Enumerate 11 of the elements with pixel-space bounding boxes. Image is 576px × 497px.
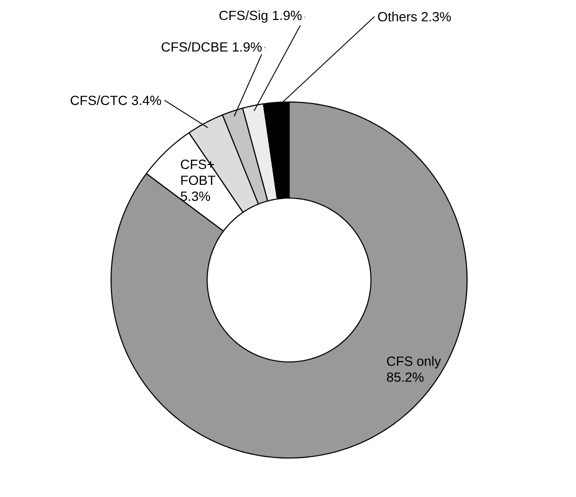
slice-label: CFS only	[387, 356, 441, 369]
data-label: 3.4%	[132, 96, 162, 106]
data-label: 5.3%	[180, 192, 210, 201]
data-label: 2.3%	[422, 12, 451, 22]
data-label: 1.9%	[232, 42, 262, 52]
slice-label: CFS/CTC	[70, 95, 128, 106]
slice-label: Others	[378, 12, 417, 22]
data-label: 85.2%	[386, 372, 424, 382]
data-label: 1.9%	[272, 10, 302, 20]
slice-label: CFS/DCBE	[162, 42, 228, 52]
slice-label: CFS/Sig	[219, 10, 268, 23]
